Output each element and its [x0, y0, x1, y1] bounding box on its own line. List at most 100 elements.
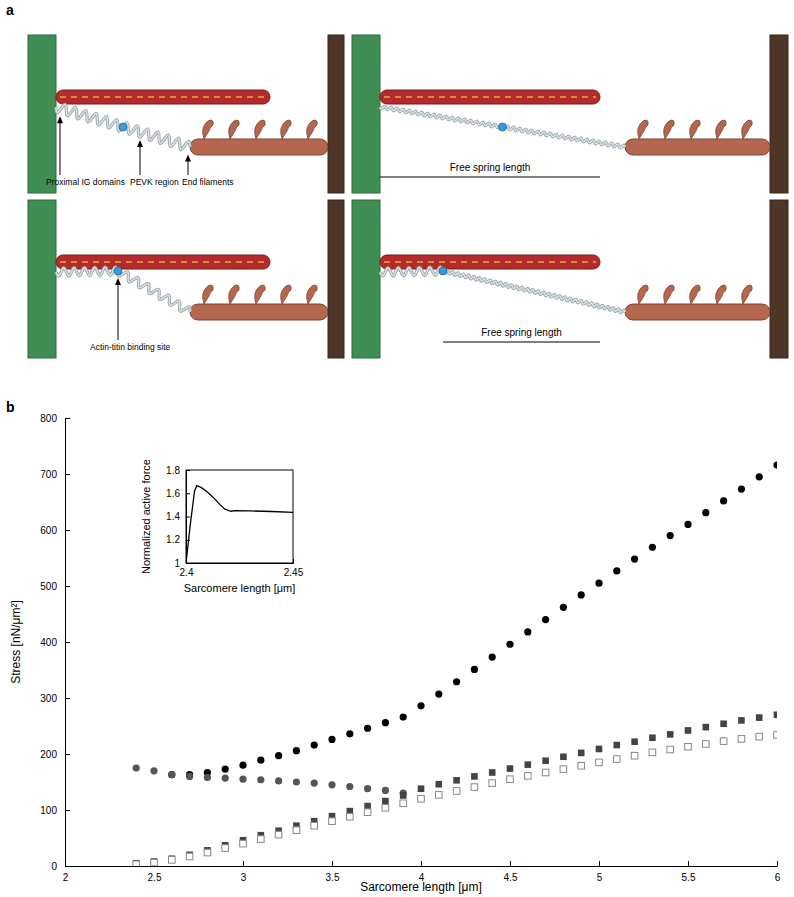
- annotation-arrowhead: [115, 278, 121, 285]
- sarcomere-panel: Free spring length: [352, 200, 788, 358]
- data-point: [649, 734, 656, 741]
- annotation-arrowhead: [137, 140, 143, 147]
- myosin-head: [203, 285, 213, 304]
- annotation-label: End filaments: [182, 177, 234, 187]
- tick-label: 800: [40, 413, 57, 424]
- data-point: [525, 773, 532, 780]
- data-point: [382, 719, 389, 726]
- data-point: [756, 473, 763, 480]
- data-point: [293, 778, 300, 785]
- data-point: [257, 776, 264, 783]
- data-point: [382, 804, 389, 811]
- actin-filament: [56, 90, 270, 104]
- data-point: [756, 733, 763, 740]
- data-point: [614, 742, 621, 749]
- tropomyosin: [60, 261, 266, 263]
- annotation-arrow: [118, 283, 119, 340]
- tick-label: 2: [63, 872, 69, 883]
- data-point: [524, 628, 531, 635]
- myosin-head: [690, 285, 700, 304]
- titin-spring-highlight: [380, 267, 443, 276]
- data-point: [364, 809, 371, 816]
- data-point: [720, 738, 727, 745]
- tick-label: 0: [51, 861, 57, 872]
- myosin-head: [281, 285, 291, 304]
- thick-filament: [190, 139, 328, 155]
- inset-plot-area: [186, 486, 293, 563]
- myosin-head: [638, 285, 648, 304]
- data-point: [311, 822, 318, 829]
- tick-mark: [65, 866, 70, 867]
- data-point: [347, 813, 354, 820]
- tick: 200: [40, 749, 70, 760]
- tick: 800: [40, 413, 70, 424]
- tick: 100: [40, 805, 70, 816]
- annotation-label: Free spring length: [481, 327, 562, 338]
- tick-label: 4.5: [504, 872, 518, 883]
- m-line: [328, 200, 344, 358]
- titin-spring: [118, 271, 190, 312]
- tick: 6: [775, 861, 781, 883]
- data-point: [418, 796, 425, 803]
- data-point: [773, 461, 777, 468]
- series: [133, 732, 777, 866]
- tick: 5.5: [682, 861, 696, 883]
- annotation-arrow: [188, 159, 189, 175]
- tropomyosin: [384, 261, 596, 263]
- tick-label: 1.6: [166, 488, 180, 499]
- data-point: [756, 714, 763, 721]
- titin-spring: [443, 270, 625, 312]
- myosin-head: [742, 120, 752, 139]
- data-point: [240, 840, 247, 847]
- tick-mark: [510, 861, 511, 866]
- series: [133, 764, 407, 796]
- panel-label: b: [6, 399, 15, 415]
- data-point: [453, 678, 460, 685]
- data-point: [364, 785, 371, 792]
- data-point: [453, 777, 460, 784]
- data-point: [489, 654, 496, 661]
- data-point: [239, 762, 246, 769]
- data-point: [471, 773, 478, 780]
- annotation-arrow: [140, 145, 141, 175]
- data-point: [631, 556, 638, 563]
- data-point: [702, 509, 709, 516]
- data-point: [542, 616, 549, 623]
- tick-mark: [332, 861, 333, 866]
- data-point: [257, 757, 264, 764]
- data-point: [364, 803, 371, 810]
- tick-mark: [65, 698, 70, 699]
- tick: 500: [40, 581, 70, 592]
- tick-mark: [243, 861, 244, 866]
- data-point: [684, 521, 691, 528]
- plot-area: [133, 461, 777, 866]
- data-point: [685, 727, 692, 734]
- tick-mark: [65, 754, 70, 755]
- data-point: [169, 857, 176, 864]
- tick-label: 100: [40, 805, 57, 816]
- titin-spring: [56, 105, 190, 150]
- data-point: [649, 749, 656, 756]
- data-point: [239, 776, 246, 783]
- data-point: [631, 738, 638, 745]
- data-point: [578, 591, 585, 598]
- tropomyosin: [60, 96, 266, 98]
- titin-spring: [56, 267, 118, 276]
- data-point: [400, 800, 407, 807]
- data-point: [631, 752, 638, 759]
- data-point: [471, 784, 478, 791]
- tick-label: 2.4: [180, 567, 194, 578]
- actin-filament: [56, 255, 270, 269]
- tick-mark: [65, 586, 70, 587]
- z-disc: [352, 35, 380, 193]
- data-point: [436, 781, 443, 788]
- tick-label: 1: [174, 558, 180, 569]
- titin-spring-highlight: [118, 271, 190, 312]
- tick-mark: [186, 563, 190, 564]
- thick-filament: [190, 304, 328, 320]
- data-point: [328, 736, 335, 743]
- data-point: [222, 766, 229, 773]
- tick: 300: [40, 693, 70, 704]
- tick: 3.5: [326, 861, 340, 883]
- data-point: [275, 777, 282, 784]
